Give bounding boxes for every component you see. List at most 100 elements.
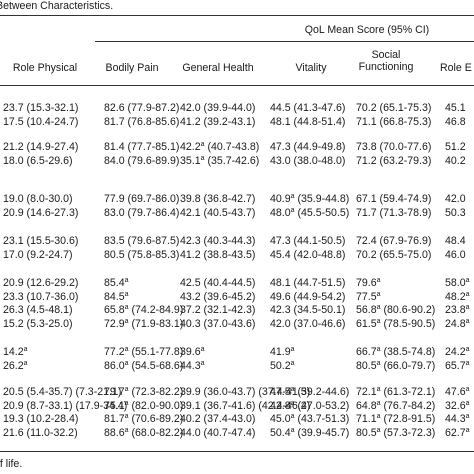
cell-value: 77.9 (69.7-86.0) — [104, 193, 180, 205]
cell-ci: (39.9-45.7) — [294, 426, 350, 439]
table-cell-bodily-pain: 81.7 (76.8-85.6) — [104, 116, 179, 129]
cell-value: 19.0 (8.0-30.0) — [3, 193, 73, 205]
cell-ci: (37.4-41.5) — [255, 386, 311, 398]
significance-marker: a — [200, 154, 205, 162]
cell-ci: (40.7-43.8) — [204, 141, 260, 153]
table-row: 21.6 (11.0-32.2) 88.6a (68.0-82.2) 44.0 (4… — [0, 427, 474, 440]
table-cell-vitality: 40.9a (35.9-44.8) — [270, 193, 349, 206]
table-cell-bodily-pain: 82.6 (77.9-87.2) — [104, 102, 179, 115]
table-cell-bodily-pain: 77.2a (55.1-77.8) — [104, 346, 183, 359]
cell-value: 20.9 (12.6-29.2) — [3, 277, 79, 289]
cell-value: 49.6 (44.9-54.2) — [270, 290, 346, 303]
significance-marker: a — [23, 359, 28, 367]
cell-value: 15.2 (5.3-25.0) — [3, 317, 73, 330]
table-cell-vitality: 49.6 (44.9-54.2) — [270, 291, 345, 304]
cell-value: 71.7 (71.3-78.9) — [356, 206, 432, 219]
table-cell-role-emotional: 62.7a — [445, 427, 470, 440]
cell-value: 67.1 (59.4-74.9) — [356, 193, 432, 205]
top-rule — [0, 15, 474, 16]
table-cell-role-emotional: 32.6a — [445, 400, 470, 413]
table-cell-role-physical: 20.9 (14.6-27.3) — [3, 207, 78, 220]
table-cell-bodily-pain: 86.0a (54.5-68.6) — [104, 360, 183, 373]
table-row: 17.5 (10.4-24.7) 81.7 (76.8-85.6) 41.2 (39… — [0, 116, 474, 129]
table-footnote: of life. — [0, 458, 23, 470]
cell-value: 26.3 (4.5-48.1) — [3, 304, 73, 316]
table-cell-general-health: 43.2 (39.6-45.2) — [180, 291, 255, 304]
table-row: 21.2 (14.9-27.4) 81.4 (77.7-85.1) 42.2a (4… — [0, 141, 474, 154]
significance-marker: a — [200, 359, 205, 367]
cell-value: 43.2 (39.6-45.2) — [180, 290, 256, 303]
cell-ci: (74.2-84.9) — [128, 304, 184, 316]
cell-value: 18.0 (6.5-29.6) — [3, 154, 73, 167]
table-cell-general-health: 42.0 (39.9-44.0) — [180, 102, 255, 115]
table-row: 20.9 (14.6-27.3) 83.0 (79.7-86.4) 42.1 (40… — [0, 207, 474, 220]
table-row: 19.3 (10.2-28.4) 81.7a (70.6-89.2) 40.2 (3… — [0, 413, 474, 426]
table-cell-role-physical: 21.6 (11.0-32.2) — [3, 427, 78, 440]
cell-ci: (35.7-42.6) — [204, 154, 260, 167]
cell-value: 23.8 — [445, 304, 466, 316]
significance-marker: a — [290, 413, 295, 420]
significance-marker: a — [124, 426, 129, 434]
table-cell-role-physical: 20.5 (5.4-35.7) (7.3-21.1) — [3, 386, 121, 399]
cell-value: 26.2 — [3, 359, 24, 372]
significance-marker: a — [124, 386, 129, 393]
cell-ci: (35.9-44.8) — [294, 193, 350, 205]
cell-value: 21.6 (11.0-32.2) — [3, 426, 78, 439]
table-cell-role-physical: 23.3 (10.7-36.0) — [3, 291, 78, 304]
table-cell-vitality: 44.5 (41.3-47.6) — [270, 102, 345, 115]
table-cell-vitality: 48.1 (44.7-51.5) — [270, 277, 345, 290]
cell-value: 75.1 — [104, 399, 125, 412]
significance-marker: a — [465, 304, 470, 311]
cell-value: 56.8 — [356, 304, 377, 316]
significance-marker: a — [200, 346, 205, 353]
cell-ci: (57.3-72.3) — [380, 426, 436, 439]
table-cell-role-physical: 23.1 (15.5-30.6) — [3, 235, 78, 248]
table-cell-general-health: 42.1 (40.5-43.7) — [180, 207, 255, 220]
table-cell-social-functioning: 56.8a (80.6-90.2) — [356, 304, 435, 317]
table-cell-vitality: 48.1 (44.8-51.4) — [270, 116, 345, 129]
cell-value: 23.3 (10.7-36.0) — [3, 290, 79, 303]
table-cell-role-physical: 19.0 (8.0-30.0) — [3, 193, 73, 206]
table-cell-role-emotional: 24.2a — [445, 346, 470, 359]
column-header-bodily-pain: Bodily Pain — [105, 62, 159, 74]
table-cell-social-functioning: 70.2 (65.1-75.3) — [356, 102, 431, 115]
table-cell-role-emotional: 45.1 — [445, 102, 466, 115]
table-cell-role-emotional: 50.3 — [445, 207, 466, 220]
significance-marker: a — [290, 359, 295, 367]
cell-ci: (7.3-21.1) — [72, 386, 122, 398]
table-cell-role-emotional: 42.0 — [445, 193, 466, 206]
cell-value: 42.0 (39.9-44.0) — [180, 102, 256, 114]
column-header-role-emotional: Role E — [440, 62, 472, 74]
significance-marker: a — [290, 346, 295, 353]
column-header-general-health: General Health — [182, 62, 254, 74]
significance-marker: a — [290, 399, 295, 407]
table-cell-role-physical: 19.3 (10.2-28.4) — [3, 413, 78, 426]
cell-value: 50.4 — [270, 426, 291, 439]
table-cell-social-functioning: 66.7a (38.5-74.8) — [356, 346, 435, 359]
cell-value: 72.4 (67.9-76.9) — [356, 235, 432, 247]
cell-ci: (42.4-46.2) — [255, 399, 311, 412]
cell-value: 71.1 — [356, 413, 377, 425]
table-row: 23.3 (10.7-36.0) 84.5a 43.2 (39.6-45.2) 49.… — [0, 291, 474, 304]
table-cell-bodily-pain: 84.5a — [104, 291, 129, 304]
table-row: 26.3 (4.5-48.1) 65.8a (74.2-84.9) 37.2 (32… — [0, 304, 474, 317]
cell-value: 41.2 (39.2-43.1) — [180, 115, 256, 128]
cell-value: 40.2 (37.4-43.0) — [180, 413, 256, 425]
table-cell-vitality: 45.0a (43.7-51.3) — [270, 413, 349, 426]
significance-marker: a — [290, 206, 295, 214]
table-row: 23.1 (15.5-30.6) 83.5 (79.6-87.5) 42.3 (40… — [0, 235, 474, 248]
cell-ci: (70.6-89.2) — [128, 413, 184, 425]
cell-ci: (82.0-90.0) — [128, 399, 184, 412]
table-cell-general-health: 39.9 (36.0-43.7) (37.4-41.5) — [180, 386, 310, 399]
cell-value: 44.3 — [445, 413, 466, 425]
table-cell-social-functioning: 80.5a (57.3-72.3) — [356, 427, 435, 440]
cell-value: 86.0 — [104, 359, 125, 372]
cell-ci: (72.3-82.2) — [128, 386, 184, 398]
cell-value: 72.9 — [104, 317, 125, 330]
table-cell-social-functioning: 61.5a (78.5-90.5) — [356, 318, 435, 331]
significance-marker: a — [124, 359, 129, 367]
table-cell-vitality: 41.9a — [270, 346, 295, 359]
cell-value: 80.5 (75.8-85.3) — [104, 248, 180, 261]
cell-value: 70.2 (65.5-75.0) — [356, 248, 432, 261]
table-row: 20.5 (5.4-35.7) (7.3-21.1) 79.7a (72.3-82… — [0, 386, 474, 399]
